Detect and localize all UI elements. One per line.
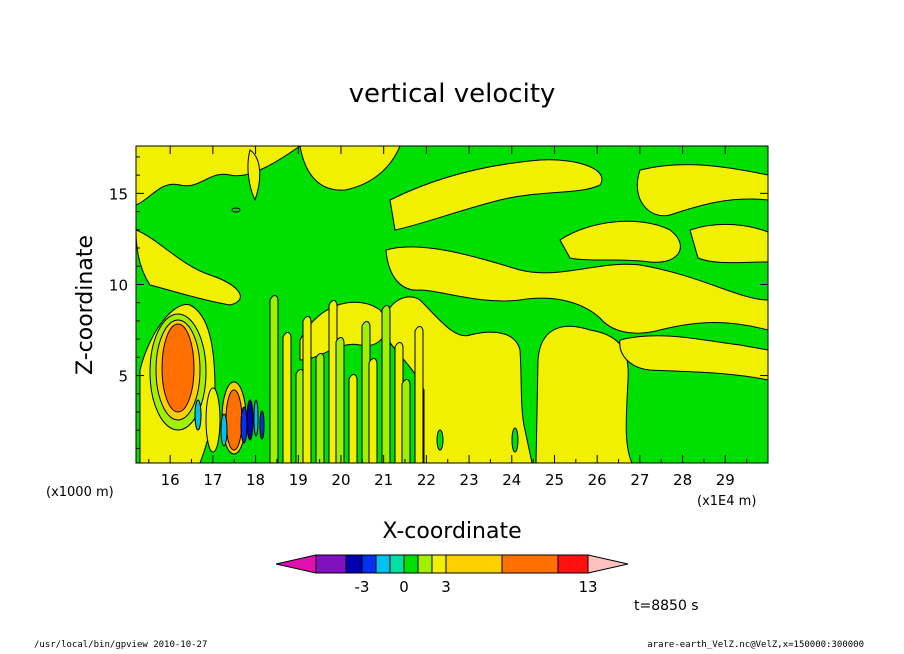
field-speck [511,427,519,453]
convective-column [315,353,325,463]
updraft-core-outer [205,387,221,453]
colorbar-segment [557,554,589,574]
downdraft-core [253,399,259,437]
convective-column [401,379,411,463]
colorbar-segment [445,554,503,574]
x-tick-label: 22 [417,471,436,489]
updraft-band [385,246,768,334]
plot-frame [135,145,769,464]
convective-column [269,295,279,463]
plot-area [136,146,768,463]
updraft-streak [247,149,261,202]
convective-column [348,374,358,463]
convective-column [302,316,312,463]
field-speck [231,207,241,213]
downdraft-core [259,410,265,440]
x-units-left: (x1000 m) [46,485,114,500]
x-axis: 16 17 18 19 20 21 22 23 24 25 26 27 28 29 [148,146,748,489]
colorbar-label: 13 [578,578,597,596]
x-axis-label: X-coordinate [382,519,521,544]
x-tick-label: 29 [716,471,735,489]
convective-column [335,337,345,463]
updraft-streak [559,220,681,263]
colorbar-segment [345,554,363,574]
colorbar-segment [389,554,405,574]
convective-column [394,342,404,463]
downdraft-core [246,399,254,441]
colorbar-segment [375,554,391,574]
x-tick-label: 19 [289,471,308,489]
colorbar-high-arrow [587,554,629,574]
convective-column [414,326,424,463]
updraft-streak [389,159,603,231]
convective-column [368,358,378,463]
colorbar: -3 0 3 13 [275,554,629,596]
y-axis: 5 10 15 [109,156,768,449]
x-tick-label: 26 [588,471,607,489]
colorbar-segment [417,554,433,574]
updraft-streak [689,223,768,264]
x-tick-label: 18 [246,471,265,489]
x-tick-label: 25 [545,471,564,489]
x-tick-label: 20 [331,471,350,489]
updraft-region [535,325,633,463]
updraft-streak [136,229,241,306]
field-speck [436,429,444,451]
footer-left: /usr/local/bin/gpview 2010-10-27 [34,640,208,650]
convective-column [381,305,391,463]
chart-title: vertical velocity [349,79,556,109]
updraft-core-inner [225,389,243,451]
downdraft-core [220,413,228,447]
time-annotation: t=8850 s [634,598,699,614]
x-tick-label: 23 [460,471,479,489]
x-tick-label: 21 [374,471,393,489]
field-shapes [136,146,768,463]
y-axis-label: Z-coordinate [73,235,98,375]
convective-column [328,300,338,463]
footer-right: arare-earth_VelZ.nc@VelZ,x=150000:300000 [647,640,864,650]
updraft-streak [136,146,301,206]
downdraft-core [194,399,202,431]
colorbar-segment [361,554,377,574]
updraft-streak [299,146,401,191]
colorbar-segment [501,554,559,574]
colorbar-label: -3 [355,578,370,596]
y-tick-label: 15 [109,185,128,203]
x-tick-label: 17 [203,471,222,489]
y-tick-label: 5 [118,368,128,386]
x-tick-label: 28 [673,471,692,489]
colorbar-segment [315,554,347,574]
updraft-band [619,335,768,381]
x-tick-label: 24 [502,471,521,489]
convective-column [361,321,371,463]
colorbar-low-arrow [275,554,317,574]
downdraft-core [240,406,248,444]
colorbar-segment [403,554,419,574]
colorbar-segment [431,554,447,574]
updraft-streak [636,164,768,217]
y-tick-label: 10 [109,276,128,294]
x-tick-label: 27 [630,471,649,489]
colorbar-label: 0 [399,578,409,596]
convective-column [282,332,292,463]
colorbar-label: 3 [441,578,451,596]
updraft-core-inner [161,323,195,413]
x-tick-label: 16 [161,471,180,489]
x-units-right: (x1E4 m) [697,494,756,509]
